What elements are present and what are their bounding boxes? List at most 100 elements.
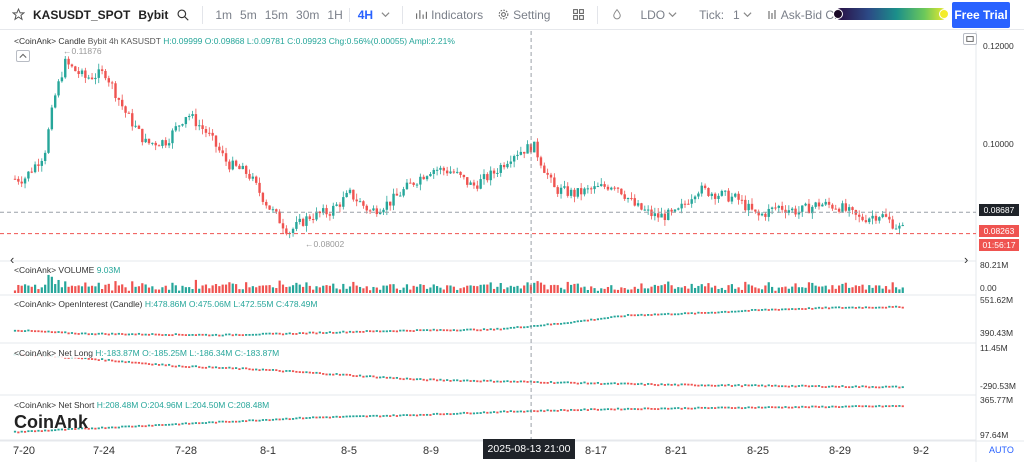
candle-body: [399, 195, 402, 197]
net-short-mark: [198, 422, 201, 425]
setting-label: Setting: [513, 7, 551, 22]
candle-body: [322, 208, 325, 214]
time-label-7-28: 7-28: [174, 445, 198, 457]
net-long-mark: [221, 367, 224, 369]
net-short-mark: [764, 406, 767, 409]
open-interest-mark: [211, 334, 214, 337]
net-short-mark: [261, 419, 264, 421]
open-interest-mark: [640, 313, 643, 316]
volume-bar: [573, 283, 576, 293]
net-short-mark: [797, 406, 800, 409]
volume-bar: [285, 286, 288, 293]
candle-body: [261, 192, 265, 202]
open-interest-mark: [888, 305, 891, 308]
open-interest-mark: [874, 306, 878, 309]
net-short-mark: [90, 427, 94, 430]
net-short-mark: [312, 416, 315, 419]
open-interest-mark: [178, 333, 181, 336]
volume-bar: [868, 285, 871, 293]
legend-high: H:0.09999: [163, 36, 203, 46]
timeframe-1m[interactable]: 1m: [215, 7, 233, 22]
free-trial-button[interactable]: Free Trial: [952, 2, 1010, 28]
candle-body: [198, 125, 201, 127]
indicators-button[interactable]: Indicators: [411, 8, 487, 22]
open-interest-mark: [302, 332, 305, 335]
search-icon[interactable]: [172, 8, 194, 22]
volume-bar: [486, 284, 489, 293]
net-long-mark: [516, 380, 519, 383]
net-short-mark: [817, 406, 821, 408]
auto-scale-toggle[interactable]: AUTO: [989, 445, 1014, 455]
net-long-mark: [670, 384, 673, 386]
net-short-mark: [590, 408, 593, 411]
timeframe-1h[interactable]: 1H: [327, 7, 343, 22]
volume-bar: [20, 285, 23, 293]
open-interest-mark: [117, 332, 120, 335]
symbol-label[interactable]: KASUSDT_SPOT: [33, 7, 131, 22]
net-short-mark: [369, 415, 372, 417]
volume-bar: [888, 289, 891, 293]
tick-selector[interactable]: Tick: 1: [695, 8, 756, 22]
net-long-mark: [194, 365, 197, 368]
chart-area[interactable]: <CoinAnk> Candle Bybit 4h KASUSDT H:0.09…: [0, 31, 1024, 462]
volume-bar: [291, 285, 295, 293]
net-long-mark: [218, 367, 221, 369]
exchange-label[interactable]: Bybit: [138, 7, 169, 22]
net-long-mark: [730, 385, 733, 387]
candle-body: [603, 184, 606, 187]
liquidity-icon[interactable]: [606, 8, 628, 21]
net-long-mark: [590, 382, 593, 385]
layout-grid-icon[interactable]: [568, 8, 589, 21]
screenshot-button[interactable]: [963, 33, 977, 45]
setting-button[interactable]: Setting: [493, 8, 554, 22]
slider-handle-left[interactable]: [833, 9, 843, 19]
chevron-left-icon[interactable]: ‹: [10, 252, 15, 267]
net-short-mark: [513, 410, 516, 413]
timeframe-dropdown-chevron-icon[interactable]: [377, 10, 394, 19]
time-label-8-9: 8-9: [423, 445, 439, 457]
open-interest-mark: [854, 307, 857, 309]
tick-label: Tick:: [699, 7, 725, 22]
candle-body: [409, 182, 412, 184]
candle-body: [74, 66, 77, 72]
candle-body: [657, 213, 660, 218]
net-long-mark: [814, 385, 817, 388]
timeframe-4h[interactable]: 4H: [348, 7, 377, 22]
open-interest-mark: [389, 330, 392, 332]
timeframe-15m[interactable]: 15m: [264, 7, 289, 22]
net-long-mark: [281, 370, 285, 373]
volume-bar: [395, 288, 398, 293]
overlay-layer: [0, 31, 976, 439]
slider-handle-right[interactable]: [939, 9, 949, 19]
timeframe-30m[interactable]: 30m: [296, 7, 320, 22]
open-interest-mark: [489, 328, 492, 331]
heatmap-color-slider[interactable]: [833, 8, 949, 20]
net-short-mark: [382, 415, 385, 417]
net-short-mark: [23, 430, 27, 433]
favorite-star-icon[interactable]: [8, 8, 29, 21]
volume-bar: [328, 285, 331, 293]
net-long-mark: [680, 383, 683, 386]
net-short-mark: [519, 410, 522, 413]
volume-bar: [683, 286, 687, 293]
candle-body: [211, 132, 214, 136]
timeframe-5m[interactable]: 5m: [240, 7, 257, 22]
ldo-selector[interactable]: LDO: [636, 8, 681, 22]
volume-bar: [787, 288, 790, 293]
low-annotation-value: 0.08002: [313, 239, 345, 249]
chart-canvas[interactable]: [0, 31, 1024, 462]
candle-body: [720, 190, 724, 196]
chevron-right-icon[interactable]: ›: [964, 252, 969, 267]
candle-body: [124, 106, 127, 113]
open-interest-mark: [30, 330, 33, 332]
candle-body: [251, 176, 255, 179]
collapse-legend-button[interactable]: [16, 50, 30, 62]
net-long-mark: [268, 369, 271, 371]
open-interest-mark: [787, 308, 790, 311]
open-interest-mark: [188, 334, 191, 336]
net-long-mark: [395, 376, 398, 379]
candle-body: [425, 176, 429, 180]
open-interest-mark: [171, 334, 174, 337]
volume-bar: [442, 289, 445, 293]
candle-body: [881, 214, 884, 218]
